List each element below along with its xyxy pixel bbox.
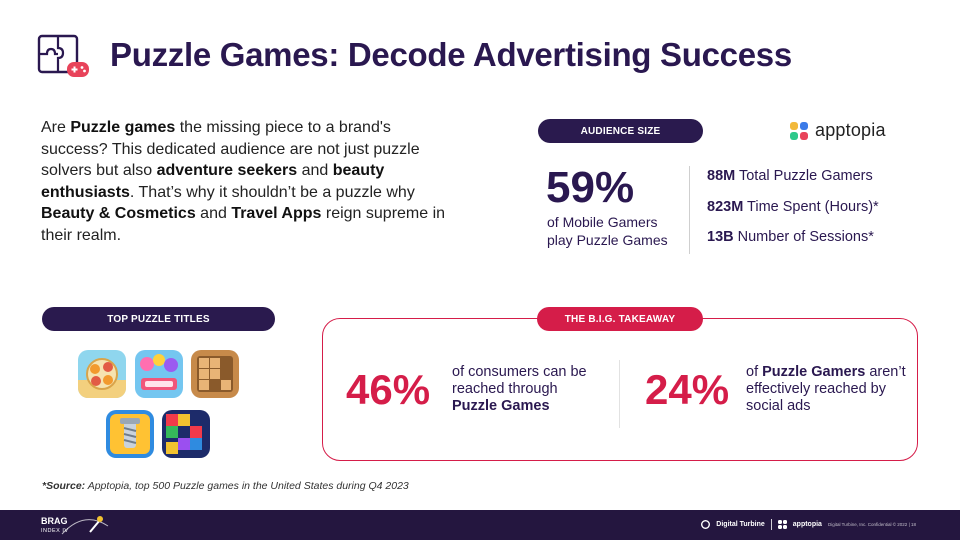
page-title: Puzzle Games: Decode Advertising Success xyxy=(110,36,792,73)
screw-puzzle-icon xyxy=(106,410,154,458)
apptopia-footer-icon xyxy=(777,520,787,529)
takeaway-left-percent: 46% xyxy=(346,366,431,413)
audience-percent-desc: of Mobile Gamers play Puzzle Games xyxy=(547,214,668,248)
stat-sessions: 13B Number of Sessions* xyxy=(707,229,874,245)
takeaway-pill: THE B.I.G. TAKEAWAY xyxy=(537,307,703,331)
digital-turbine-icon xyxy=(701,520,711,529)
takeaway-right-percent: 24% xyxy=(645,366,730,413)
takeaway-divider xyxy=(619,360,620,428)
footer-legal: Digital Turbine, Inc. Confidential © 202… xyxy=(827,522,916,527)
wood-block-icon xyxy=(191,350,239,398)
block-blast-icon xyxy=(162,410,210,458)
brag-wordmark: BRAG xyxy=(41,516,68,526)
audience-percent: 59% xyxy=(546,163,635,212)
takeaway-right-desc: of Puzzle Gamers aren’t effectively reac… xyxy=(746,364,906,414)
stat-total-gamers: 88M Total Puzzle Gamers xyxy=(707,168,873,184)
intro-paragraph: Are Puzzle games the missing piece to a … xyxy=(41,119,446,244)
puzzle-gamepad-icon xyxy=(37,34,89,77)
apptopia-icon xyxy=(790,121,808,140)
digital-turbine-wordmark: Digital Turbine xyxy=(716,521,765,528)
takeaway-left-desc: of consumers can be reached through Puzz… xyxy=(452,364,587,414)
stat-time-spent: 823M Time Spent (Hours)* xyxy=(707,198,879,215)
apptopia-logo: apptopia xyxy=(789,120,886,141)
word-game-icon xyxy=(78,350,126,398)
audience-size-pill: AUDIENCE SIZE xyxy=(538,119,703,143)
apptopia-footer-wordmark: apptopia xyxy=(792,521,822,528)
source-note: *Source: Apptopia, top 500 Puzzle games … xyxy=(42,480,409,492)
top-titles-icons xyxy=(78,350,248,460)
footer-bar xyxy=(0,510,960,540)
brag-logo: BRAG INDEX IV xyxy=(41,517,69,535)
gauge-icon xyxy=(61,516,109,535)
audience-stats: 88M Total Puzzle Gamers 823M Time Spent … xyxy=(707,168,879,260)
brag-subtitle: INDEX IV xyxy=(41,528,69,534)
apptopia-wordmark: apptopia xyxy=(815,120,886,140)
footer-brands: Digital Turbine apptopia Digital Turbine… xyxy=(701,519,916,530)
candy-soda-icon xyxy=(135,350,183,398)
top-titles-pill: TOP PUZZLE TITLES xyxy=(42,307,275,331)
stats-divider xyxy=(689,166,690,254)
footer-separator xyxy=(770,519,772,530)
